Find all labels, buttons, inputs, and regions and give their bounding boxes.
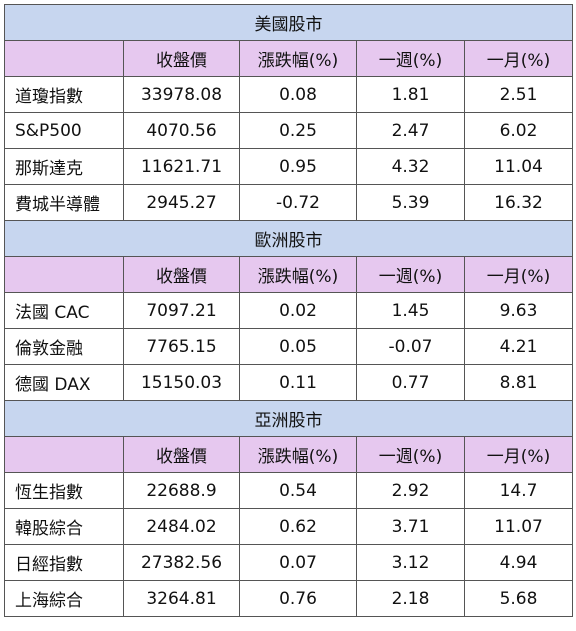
cell-close: 7765.15 xyxy=(123,328,240,365)
column-header-row: 收盤價 漲跌幅(%) 一週(%) 一月(%) xyxy=(4,40,574,77)
cell-name: 倫敦金融 xyxy=(4,328,124,365)
cell-change: 0.54 xyxy=(239,472,357,509)
cell-name: S&P500 xyxy=(4,112,124,149)
column-header: 漲跌幅(%) xyxy=(239,40,357,77)
cell-week-change: 0.77 xyxy=(356,364,465,401)
column-header: 一月(%) xyxy=(463,40,574,77)
cell-week-change: -0.07 xyxy=(356,328,465,365)
cell-week-change: 2.92 xyxy=(356,472,465,509)
cell-week-change: 1.81 xyxy=(356,76,465,113)
cell-change: 0.25 xyxy=(239,112,357,149)
column-header: 漲跌幅(%) xyxy=(239,436,357,473)
table-row: 恆生指數 22688.9 0.54 2.92 14.7 xyxy=(4,472,574,509)
column-header-row: 收盤價 漲跌幅(%) 一週(%) 一月(%) xyxy=(4,436,574,473)
table-row: 那斯達克 11621.71 0.95 4.32 11.04 xyxy=(4,148,574,185)
cell-change: 0.76 xyxy=(239,580,357,617)
cell-name: 日經指數 xyxy=(4,544,124,581)
cell-close: 15150.03 xyxy=(123,364,240,401)
cell-change: 0.07 xyxy=(239,544,357,581)
cell-name: 德國 DAX xyxy=(4,364,124,401)
table-row: 韓股綜合 2484.02 0.62 3.71 11.07 xyxy=(4,508,574,545)
cell-month-change: 2.51 xyxy=(463,76,574,113)
cell-week-change: 3.71 xyxy=(356,508,465,545)
table-row: 法國 CAC 7097.21 0.02 1.45 9.63 xyxy=(4,292,574,329)
cell-week-change: 2.47 xyxy=(356,112,465,149)
market-summary: 美國股市 收盤價 漲跌幅(%) 一週(%) 一月(%) 道瓊指數 33978.08 0.08 1… xyxy=(3,4,574,617)
cell-month-change: 6.02 xyxy=(463,112,574,149)
cell-month-change: 4.94 xyxy=(463,544,574,581)
cell-name: 那斯達克 xyxy=(4,148,124,185)
cell-close: 2945.27 xyxy=(123,184,240,221)
cell-month-change: 5.68 xyxy=(463,580,574,617)
cell-month-change: 11.07 xyxy=(463,508,574,545)
cell-change: 0.62 xyxy=(239,508,357,545)
column-header: 收盤價 xyxy=(123,256,240,293)
cell-change: 0.95 xyxy=(239,148,357,185)
cell-week-change: 4.32 xyxy=(356,148,465,185)
cell-change: -0.72 xyxy=(239,184,357,221)
column-header: 漲跌幅(%) xyxy=(239,256,357,293)
column-header: 一週(%) xyxy=(356,436,465,473)
market-table: 美國股市 收盤價 漲跌幅(%) 一週(%) 一月(%) 道瓊指數 33978.08 0.08 1… xyxy=(3,4,574,617)
table-row: 道瓊指數 33978.08 0.08 1.81 2.51 xyxy=(4,76,574,113)
cell-month-change: 14.7 xyxy=(463,472,574,509)
cell-change: 0.05 xyxy=(239,328,357,365)
cell-change: 0.11 xyxy=(239,364,357,401)
table-body: 美國股市 收盤價 漲跌幅(%) 一週(%) 一月(%) 道瓊指數 33978.08 0.08 1… xyxy=(3,4,574,617)
column-header: 一月(%) xyxy=(463,436,574,473)
cell-week-change: 5.39 xyxy=(356,184,465,221)
section-title: 歐洲股市 xyxy=(3,220,574,257)
cell-close: 22688.9 xyxy=(123,472,240,509)
column-header: 一月(%) xyxy=(463,256,574,293)
section-title-row: 亞洲股市 xyxy=(3,400,574,437)
cell-close: 4070.56 xyxy=(123,112,240,149)
cell-week-change: 2.18 xyxy=(356,580,465,617)
cell-close: 27382.56 xyxy=(123,544,240,581)
table-row: 費城半導體 2945.27 -0.72 5.39 16.32 xyxy=(4,184,574,221)
cell-name: 上海綜合 xyxy=(4,580,124,617)
table-row: 倫敦金融 7765.15 0.05 -0.07 4.21 xyxy=(4,328,574,365)
cell-week-change: 3.12 xyxy=(356,544,465,581)
cell-name: 恆生指數 xyxy=(4,472,124,509)
column-header: 一週(%) xyxy=(356,256,465,293)
cell-month-change: 9.63 xyxy=(463,292,574,329)
table-row: 德國 DAX 15150.03 0.11 0.77 8.81 xyxy=(4,364,574,401)
cell-change: 0.08 xyxy=(239,76,357,113)
cell-month-change: 11.04 xyxy=(463,148,574,185)
column-header: 一週(%) xyxy=(356,40,465,77)
column-header xyxy=(4,436,124,473)
cell-change: 0.02 xyxy=(239,292,357,329)
column-header xyxy=(4,40,124,77)
table-row: S&P500 4070.56 0.25 2.47 6.02 xyxy=(4,112,574,149)
cell-week-change: 1.45 xyxy=(356,292,465,329)
column-header-row: 收盤價 漲跌幅(%) 一週(%) 一月(%) xyxy=(4,256,574,293)
cell-close: 33978.08 xyxy=(123,76,240,113)
column-header xyxy=(4,256,124,293)
table-row: 日經指數 27382.56 0.07 3.12 4.94 xyxy=(4,544,574,581)
cell-close: 2484.02 xyxy=(123,508,240,545)
cell-close: 3264.81 xyxy=(123,580,240,617)
cell-name: 道瓊指數 xyxy=(4,76,124,113)
cell-name: 韓股綜合 xyxy=(4,508,124,545)
column-header: 收盤價 xyxy=(123,40,240,77)
cell-close: 11621.71 xyxy=(123,148,240,185)
column-header: 收盤價 xyxy=(123,436,240,473)
section-title: 美國股市 xyxy=(3,4,574,41)
cell-name: 費城半導體 xyxy=(4,184,124,221)
section-title-row: 美國股市 xyxy=(3,4,574,41)
cell-name: 法國 CAC xyxy=(4,292,124,329)
cell-month-change: 4.21 xyxy=(463,328,574,365)
cell-month-change: 16.32 xyxy=(463,184,574,221)
cell-month-change: 8.81 xyxy=(463,364,574,401)
cell-close: 7097.21 xyxy=(123,292,240,329)
section-title: 亞洲股市 xyxy=(3,400,574,437)
section-title-row: 歐洲股市 xyxy=(3,220,574,257)
table-row: 上海綜合 3264.81 0.76 2.18 5.68 xyxy=(4,580,574,617)
